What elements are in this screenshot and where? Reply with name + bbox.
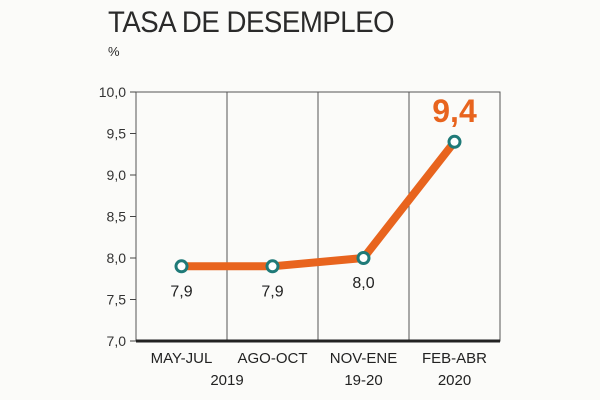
year-label: 2019: [210, 372, 243, 389]
x-tick-sublabel: 2020: [438, 372, 471, 389]
y-axis-unit: %: [108, 44, 120, 59]
highlight-data-label: 9,4: [432, 93, 477, 129]
x-tick-label: FEB-ABR: [422, 350, 487, 367]
chart-title: TASA DE DESEMPLEO: [108, 6, 395, 39]
y-tick-label: 7,0: [107, 333, 127, 349]
x-tick-label: AGO-OCT: [238, 350, 308, 367]
y-tick-label: 8,5: [107, 209, 127, 225]
x-tick-label: MAY-JUL: [151, 350, 213, 367]
y-tick-label: 10,0: [99, 84, 126, 100]
data-label: 7,9: [261, 283, 283, 300]
data-point: [174, 259, 189, 274]
data-point: [447, 134, 462, 149]
data-label: 8,0: [352, 275, 374, 292]
y-tick-label: 7,5: [107, 292, 127, 308]
series-line: [177, 137, 459, 271]
data-point: [356, 251, 371, 265]
y-tick-label: 9,0: [107, 167, 127, 183]
data-point: [265, 259, 280, 274]
y-tick-label: 8,0: [107, 250, 127, 266]
y-tick-label: 9,5: [107, 126, 127, 142]
x-tick-label: NOV-ENE: [330, 350, 398, 367]
data-label: 7,9: [170, 283, 192, 300]
x-tick-sublabel: 19-20: [344, 372, 382, 389]
